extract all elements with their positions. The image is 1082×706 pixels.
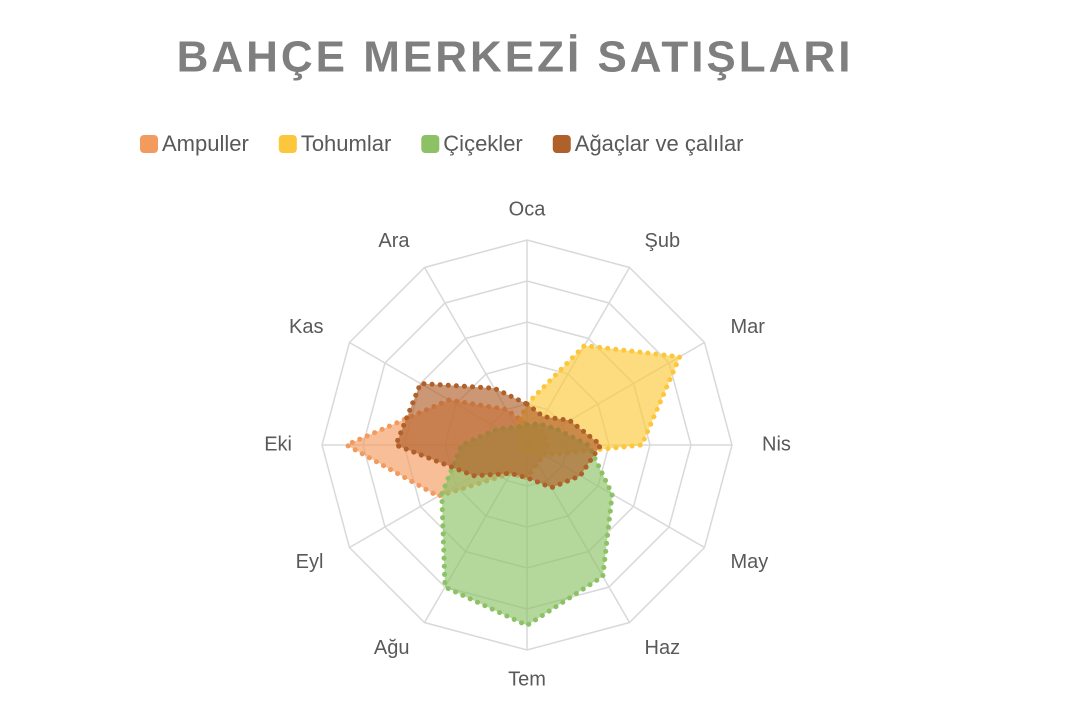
- series-area: [393, 381, 604, 491]
- legend: Ampuller Tohumlar Çiçekler Ağaçlar ve çalıl…: [140, 131, 744, 156]
- axis-label: Ara: [378, 230, 410, 252]
- legend-swatch: [421, 135, 440, 153]
- axis-label: May: [731, 551, 769, 573]
- legend-swatch: [140, 135, 158, 153]
- legend-swatch: [278, 135, 297, 153]
- axis-label: Oca: [509, 198, 547, 220]
- axis-label: Ağu: [374, 637, 410, 659]
- axis-label: Nis: [762, 433, 791, 455]
- labels: Oca Şub Mar Nis May Haz Tem Ağu Eyl Eki Kas Ara: [264, 198, 791, 690]
- legend-label: Tohumlar: [301, 131, 391, 156]
- axis-label: Tem: [508, 668, 546, 690]
- legend-swatch: [552, 135, 571, 153]
- axis-label: Mar: [731, 316, 766, 338]
- plot: [344, 343, 683, 628]
- axis-label: Eyl: [296, 551, 324, 573]
- legend-label: Ampuller: [162, 131, 249, 156]
- axis-label: Eki: [264, 433, 292, 455]
- chart-title: BAHÇE MERKEZİ SATIŞLARI: [177, 33, 854, 82]
- axis-label: Kas: [289, 316, 323, 338]
- axis-label: Şub: [645, 230, 681, 252]
- legend-label: Çiçekler: [443, 131, 522, 156]
- axis-label: Haz: [645, 637, 681, 659]
- legend-label: Ağaçlar ve çalılar: [575, 131, 744, 156]
